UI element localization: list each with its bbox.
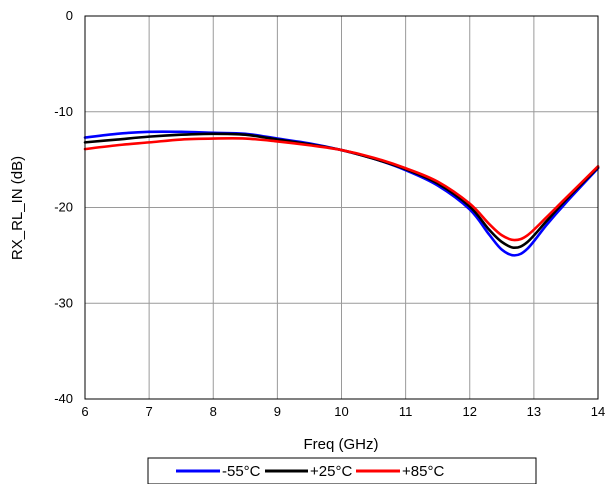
x-tick-label: 6 [81,404,88,419]
x-tick-label: 11 [399,404,413,419]
y-tick-label: -20 [54,200,73,215]
series-layer [83,130,600,257]
x-axis-label: Freq (GHz) [304,436,379,453]
grid [85,16,598,399]
x-tick-label: 13 [527,404,541,419]
legend-label: +85°C [402,463,444,480]
tick-labels: 6 7 8 9 10 11 12 13 14 0 -10 -20 -30 -40 [54,8,605,419]
x-tick-label: 7 [146,404,153,419]
y-tick-label: -10 [54,104,73,119]
y-tick-label: 0 [66,8,73,23]
series-line [83,137,600,242]
legend: -55°C +25°C +85°C [147,457,537,484]
plot-frame [84,15,599,400]
legend-label: -55°C [222,463,261,480]
y-tick-label: -40 [54,391,73,406]
x-tick-label: 12 [463,404,477,419]
legend-label: +25°C [310,463,352,480]
y-axis-label: RX_RL_IN (dB) [9,156,26,260]
y-tick-label: -30 [54,295,73,310]
x-tick-label: 9 [274,404,281,419]
x-tick-label: 10 [334,404,348,419]
x-tick-label: 8 [210,404,217,419]
x-tick-label: 14 [591,404,605,419]
